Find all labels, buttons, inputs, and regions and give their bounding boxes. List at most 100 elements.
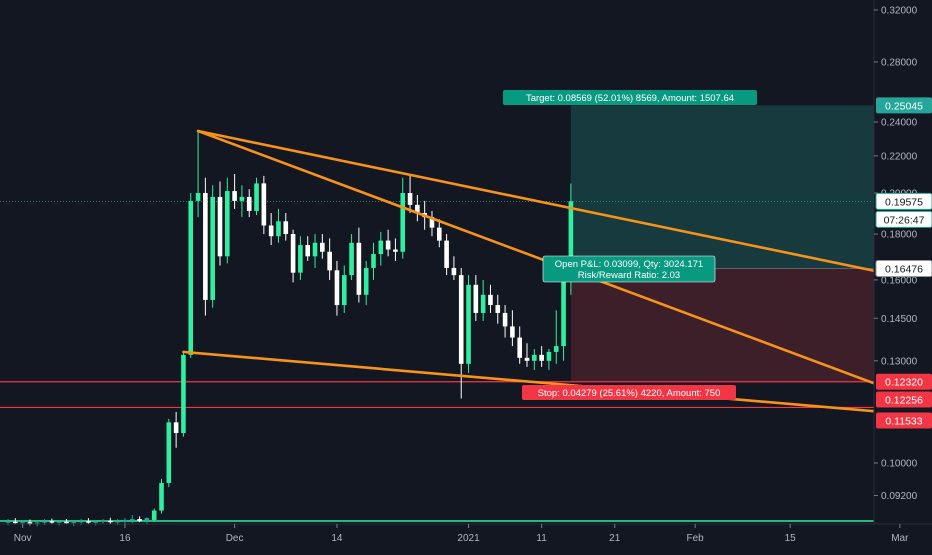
candle xyxy=(173,411,179,448)
candle-body xyxy=(444,240,449,268)
candle-body xyxy=(400,193,406,252)
candle-body xyxy=(217,196,223,257)
candle-body xyxy=(480,294,486,313)
candle xyxy=(137,516,142,523)
candle-body xyxy=(86,521,91,523)
stop-label-bg xyxy=(522,385,736,400)
candle-body xyxy=(42,521,47,523)
candle-body xyxy=(64,521,69,524)
candle-body xyxy=(203,193,208,300)
current-price-tag-text: 0.19575 xyxy=(885,196,923,208)
candle-body xyxy=(246,196,252,211)
candle xyxy=(334,260,340,316)
pnl-label-line1: Open P&L: 0.03099, Qty: 3024.171 xyxy=(555,259,703,270)
time-axis[interactable]: Nov 16 Dec 14 2021 11 21 Feb 15 Mar xyxy=(0,523,932,544)
stop-price-tag-bg xyxy=(876,373,932,390)
candle-body xyxy=(429,217,435,228)
entry-price-tag-bg xyxy=(875,260,932,278)
candle xyxy=(276,208,281,243)
lower-wedge-line xyxy=(182,350,916,417)
candle xyxy=(363,260,369,306)
candle-body xyxy=(539,354,544,361)
candle xyxy=(151,508,157,522)
candle-body xyxy=(34,522,40,524)
last-tag-bg xyxy=(876,412,932,429)
red-line-price-tag-bg xyxy=(876,391,932,408)
candle xyxy=(312,234,318,268)
candle-body xyxy=(524,357,530,361)
candle-body xyxy=(466,284,471,364)
horizontal-lines xyxy=(0,200,874,522)
candle-body xyxy=(93,521,99,523)
candle-body xyxy=(78,521,84,523)
price-tick-label: 0.14500 xyxy=(881,314,918,325)
candle-body xyxy=(225,191,230,257)
candle-body xyxy=(341,275,347,306)
candle xyxy=(502,305,508,338)
candle-body xyxy=(553,346,559,352)
candle xyxy=(349,234,354,280)
candle-body xyxy=(312,242,318,257)
candle xyxy=(246,189,252,218)
candle-body xyxy=(356,242,362,295)
candle-body xyxy=(27,522,33,524)
target-label: Target: 0.08569 (52.01%) 8569, Amount: 1… xyxy=(503,90,757,105)
candle xyxy=(49,518,55,525)
candle-body xyxy=(327,251,332,271)
candle xyxy=(144,517,150,524)
candle xyxy=(122,518,128,524)
pnl-label-line2: Risk/Reward Ratio: 2.03 xyxy=(578,270,680,281)
candle xyxy=(385,229,391,257)
candle-body xyxy=(188,200,194,355)
candle xyxy=(356,227,362,303)
candle xyxy=(407,174,413,213)
candle-body xyxy=(283,221,289,235)
candle-body xyxy=(561,270,566,347)
stop-price-tag: 0.12320 xyxy=(876,373,932,390)
price-tick-label: 0.16000 xyxy=(881,275,918,286)
candle xyxy=(13,518,18,525)
candle-body xyxy=(407,193,413,205)
candle xyxy=(532,349,537,370)
candle xyxy=(436,219,442,248)
upper-wedge-line xyxy=(196,129,932,285)
candle-body xyxy=(159,482,164,511)
candle-body xyxy=(415,204,420,213)
candle-body xyxy=(363,267,369,295)
candle-body xyxy=(458,275,464,364)
candle-body xyxy=(371,254,376,268)
candle xyxy=(466,275,471,373)
candle xyxy=(108,517,113,524)
candle xyxy=(232,174,237,209)
candle-body xyxy=(510,326,515,338)
candle-body xyxy=(305,245,311,257)
candle-body xyxy=(122,519,128,522)
target-label-text: Target: 0.08569 (52.01%) 8569, Amount: 1… xyxy=(526,93,734,104)
candle xyxy=(86,518,91,524)
candle-body xyxy=(378,240,384,255)
candle xyxy=(429,210,435,237)
time-tick-label: Mar xyxy=(891,533,909,544)
candle xyxy=(371,242,376,280)
current-price-tag: 0.19575 xyxy=(875,192,932,210)
price-tick-label: 0.13000 xyxy=(881,356,918,367)
candle xyxy=(400,177,406,259)
price-tick-label: 0.22000 xyxy=(881,151,918,162)
candle-body xyxy=(210,196,215,300)
candle-body xyxy=(5,521,11,523)
candle-body xyxy=(334,270,340,306)
time-tick-label: 2021 xyxy=(457,533,480,544)
candle xyxy=(225,177,230,264)
candle-body xyxy=(532,354,537,361)
price-tick-label: 0.10000 xyxy=(881,459,918,470)
price-tick-label: 0.18000 xyxy=(881,230,918,241)
candle-body xyxy=(71,522,77,524)
last-tag: 0.11533 xyxy=(876,412,932,429)
candle xyxy=(71,520,77,526)
countdown-tag: 07:26:47 xyxy=(875,210,932,228)
candle-body xyxy=(166,422,172,483)
candle xyxy=(159,478,164,514)
candle-body xyxy=(268,225,274,237)
